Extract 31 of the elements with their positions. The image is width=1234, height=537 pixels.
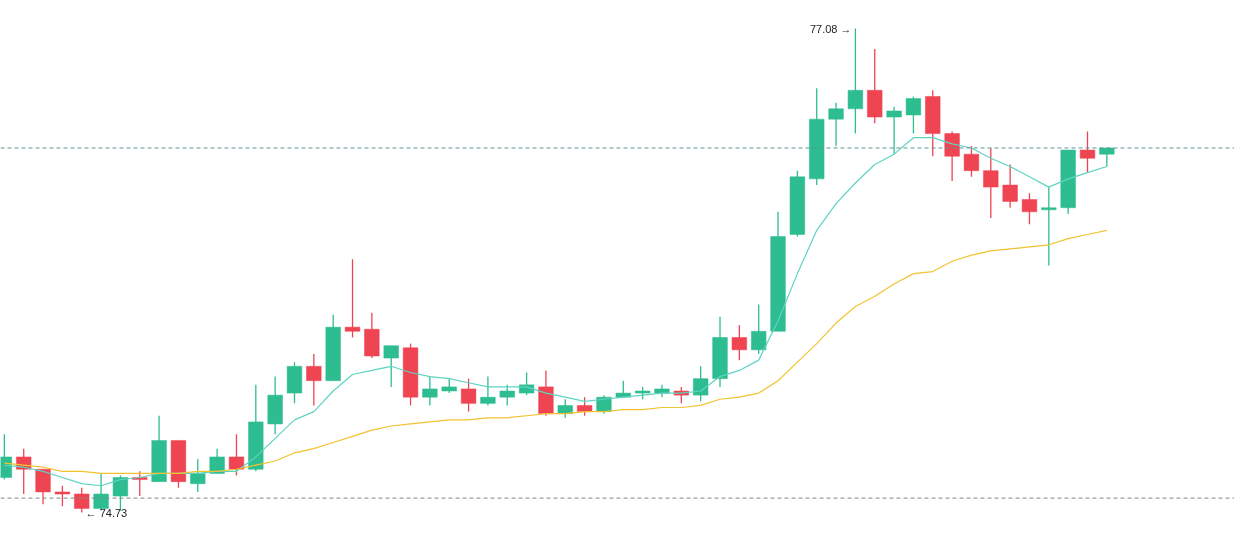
candlestick [383,345,399,388]
candlestick [1021,192,1038,225]
candlestick [74,487,90,514]
candlestick [190,458,206,493]
candlestick [1002,163,1018,209]
candlestick [422,375,438,407]
candlestick [306,353,322,407]
candlestick [693,365,709,402]
candlestick [460,378,477,413]
candlestick [944,130,960,182]
annotation: ← 74.73 [85,506,128,519]
annotation: 77.08 → [809,22,852,35]
candlestick [1099,147,1115,168]
candlestick [209,448,225,475]
candlestick [480,375,496,407]
candlestick [751,303,767,355]
candlestick [1079,130,1096,174]
candlestick [344,258,361,339]
candlestick [828,102,844,147]
candlestick [1041,186,1057,267]
candlestick [983,147,999,219]
candlestick [731,324,747,361]
candlestick [35,468,51,505]
candlestick [577,396,593,417]
candlestick [847,27,863,135]
candlestick [228,433,245,477]
candlestick [499,384,515,407]
candlestick [886,106,902,155]
candlestick [905,95,922,135]
candlestick [963,145,980,178]
candlestick [54,485,70,507]
